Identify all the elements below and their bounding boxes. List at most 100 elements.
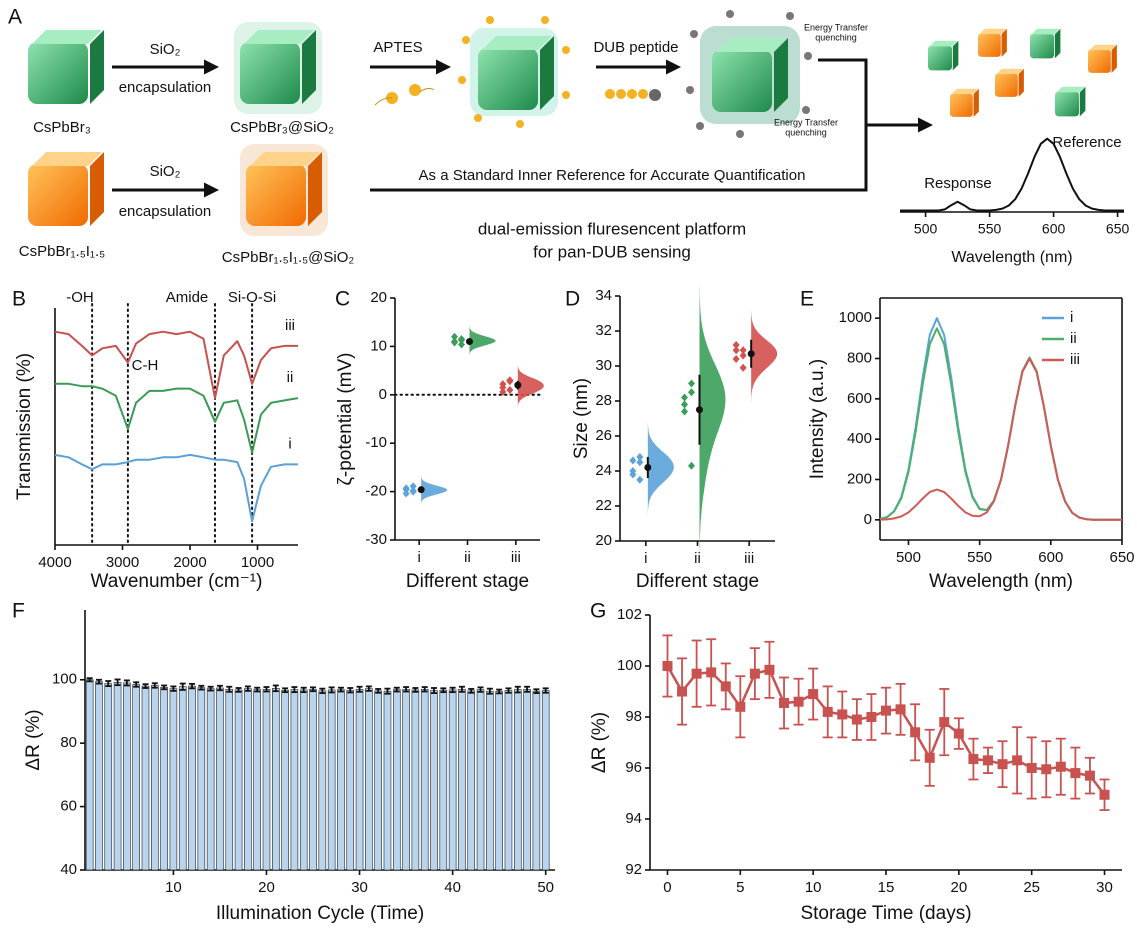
bar [86,680,93,870]
x-axis-title: Storage Time (days) [800,903,971,924]
panel-label: F [12,600,25,623]
x-tick-label: 600 [1038,549,1063,566]
annotation: Reference [1052,134,1121,151]
bar [468,691,475,870]
bar [161,687,168,870]
bar [216,688,223,870]
x-tick-label: 650 [1109,549,1134,566]
bar [282,690,289,870]
data-point [750,669,760,679]
data-line [880,328,1122,520]
data-point [681,401,688,409]
bar [384,691,391,870]
data-point [681,408,688,416]
cube [995,69,1024,97]
violin [518,365,544,407]
data-point [968,754,978,764]
x-tick-label: i [644,550,647,567]
mixture [928,29,1117,117]
data-point [1100,790,1110,800]
reagent: DUB peptide [593,39,678,56]
reagent: APTES [373,39,422,56]
y-tick-label: 96 [625,759,642,776]
panel-label: G [590,600,606,623]
data-point [721,681,731,691]
x-axis-title: Wavelength (nm) [929,571,1073,592]
reagent: SiO₂ [150,41,181,58]
bar [189,686,196,870]
bar [328,690,335,870]
bar [412,690,419,870]
data-point [733,355,740,363]
panel-label: A [8,6,22,29]
data-point [764,665,774,675]
cube [1088,45,1117,73]
x-tick-label: 40 [444,879,461,896]
annotation: quenching [785,127,827,137]
legend-label: iii [1070,351,1080,368]
annotation: Energy Transfer [804,22,868,32]
violin [700,287,726,563]
x-axis-title: Different stage [636,571,759,592]
y-tick-label: 100 [617,657,642,674]
y-tick-label: 0 [864,511,872,528]
data-point [636,476,643,484]
bar [263,689,270,870]
legend-label: ii [1070,330,1077,347]
data-point [852,715,862,725]
bar [431,691,438,870]
x-axis-title: Wavelength (nm) [951,249,1072,266]
data-point [688,388,695,396]
data-point [779,698,789,708]
x-tick-label: iii [511,549,521,566]
bar [244,689,251,870]
y-tick-label: 92 [625,861,642,878]
data-point [688,462,695,470]
x-tick-label: 1000 [241,554,274,571]
x-tick-label: 500 [896,549,921,566]
data-point [636,458,643,466]
mean-point [418,486,425,493]
violin [648,423,674,515]
x-tick-label: 550 [967,549,992,566]
data-point [866,712,876,722]
data-point [735,702,745,712]
data-point [794,697,804,707]
bar [207,689,214,870]
legend-label: i [1070,309,1073,326]
y-tick-label: 1000 [839,309,872,326]
compound-label: CsPbBr₁.₅I₁.₅ [19,243,105,260]
x-tick-label: 10 [165,879,182,896]
y-tick-label: 80 [60,734,77,751]
data-point [410,488,417,496]
y-tick-label: -10 [365,434,387,451]
y-tick-label: 32 [595,322,612,339]
data-point [458,336,465,344]
data-point [1012,755,1022,765]
y-tick-label: 200 [847,470,872,487]
data-line [880,318,1122,520]
x-axis-title: Wavenumber (cm⁻¹) [91,571,263,592]
y-tick-label: 26 [595,427,612,444]
data-point [925,753,935,763]
peptide-icon [605,89,661,101]
x-tick-label: 4000 [38,554,71,571]
x-tick-label: 3000 [106,554,139,571]
y-axis-title: Size (nm) [571,378,592,459]
bar [375,691,382,870]
data-point [740,364,747,372]
bar [114,682,121,870]
bar [170,689,177,870]
data-point [896,704,906,714]
x-tick-label: ii [694,550,701,567]
bar [105,684,112,870]
bar [300,690,307,870]
cube [928,41,958,71]
bar [449,690,456,870]
annotation: As a Standard Inner Reference for Accura… [419,167,806,184]
bar [542,691,549,870]
violin [751,311,777,403]
bar [356,689,363,870]
annotation: quenching [815,32,857,42]
panel-label: E [800,288,814,311]
